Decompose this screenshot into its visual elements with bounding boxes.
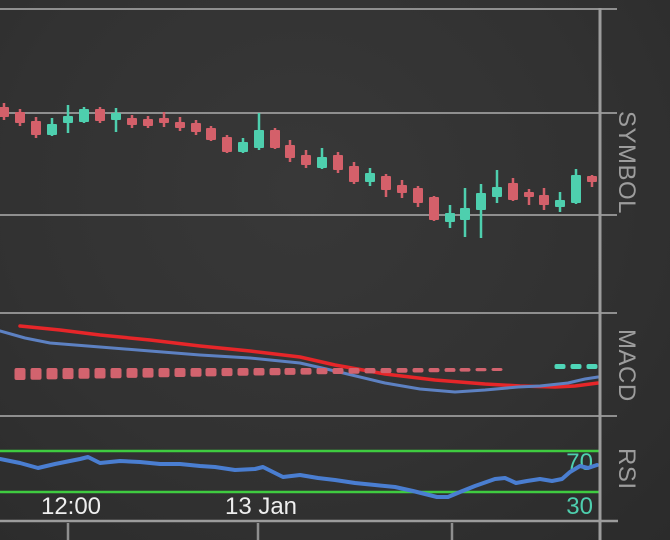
time-axis-label-1200: 12:00 [40,493,102,520]
rsi-level-30-label: 30 [566,493,593,520]
time-axis[interactable] [0,522,600,540]
price-axis[interactable] [602,0,670,522]
time-axis-label-13jan: 13 Jan [224,493,298,520]
